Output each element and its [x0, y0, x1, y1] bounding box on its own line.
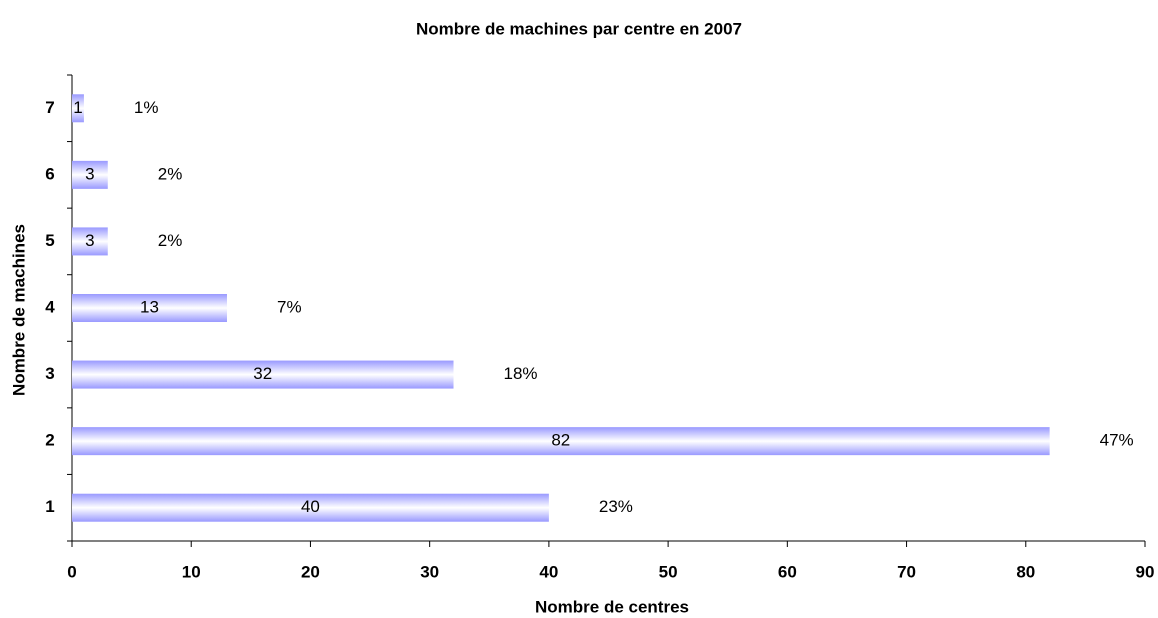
x-tick-label: 30: [420, 562, 439, 581]
category-label: 3: [45, 364, 54, 383]
x-axis-title: Nombre de centres: [535, 597, 689, 616]
x-tick-label: 0: [67, 562, 76, 581]
percent-label: 7%: [277, 297, 302, 316]
percent-label: 2%: [158, 164, 183, 183]
bar: [72, 294, 227, 322]
bar: [72, 427, 1050, 456]
chart-title: Nombre de machines par centre en 2007: [416, 19, 742, 38]
bar: [72, 94, 84, 123]
category-label: 2: [45, 431, 54, 450]
x-tick-label: 40: [539, 562, 558, 581]
value-label: 1: [73, 98, 82, 117]
x-tick-label: 90: [1136, 562, 1155, 581]
category-label: 4: [45, 297, 55, 316]
category-label: 6: [45, 164, 54, 183]
x-tick-label: 50: [659, 562, 678, 581]
value-label: 3: [85, 164, 94, 183]
x-tick-label: 10: [182, 562, 201, 581]
percent-label: 23%: [599, 497, 633, 516]
bar: [72, 360, 454, 389]
y-axis-title: Nombre de machines: [9, 224, 28, 396]
x-tick-label: 60: [778, 562, 797, 581]
bar: [72, 227, 108, 256]
percent-label: 1%: [134, 98, 159, 117]
category-label: 5: [45, 231, 54, 250]
x-tick-label: 70: [897, 562, 916, 581]
bar: [72, 160, 108, 189]
value-label: 3: [85, 231, 94, 250]
bar: [72, 493, 549, 522]
x-tick-label: 20: [301, 562, 320, 581]
category-label: 7: [45, 98, 54, 117]
percent-label: 2%: [158, 231, 183, 250]
percent-label: 47%: [1100, 431, 1134, 450]
value-label: 32: [253, 364, 272, 383]
x-tick-label: 80: [1016, 562, 1035, 581]
value-label: 40: [301, 497, 320, 516]
value-label: 13: [140, 297, 159, 316]
category-label: 1: [45, 497, 54, 516]
percent-label: 18%: [504, 364, 538, 383]
value-label: 82: [551, 431, 570, 450]
